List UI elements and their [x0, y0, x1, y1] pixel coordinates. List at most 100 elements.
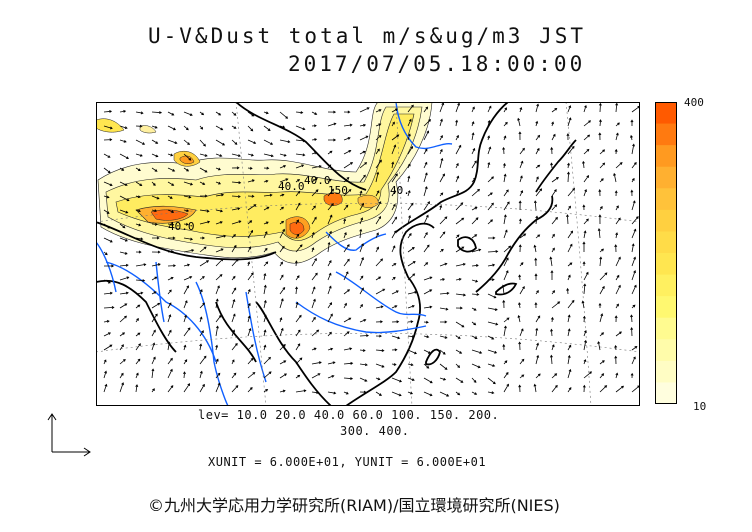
wind-arrow [487, 176, 494, 183]
wind-arrow [455, 162, 459, 169]
wind-arrow [519, 262, 524, 267]
wind-arrow [183, 300, 188, 309]
wind-arrow [471, 248, 482, 253]
wind-arrow [551, 301, 561, 309]
wind-arrow [199, 167, 208, 173]
wind-arrow [471, 321, 477, 326]
wind-arrow [199, 220, 211, 225]
wind-arrow [343, 271, 349, 281]
wind-arrow [518, 302, 521, 309]
colorbar-step [655, 209, 677, 232]
wind-arrow [135, 263, 147, 267]
wind-arrow [359, 275, 364, 281]
wind-arrow [597, 341, 601, 351]
wind-arrow [487, 219, 493, 225]
wind-arrow [567, 328, 571, 337]
wind-arrow [263, 166, 270, 170]
wind-arrow [103, 153, 111, 158]
wind-arrow [503, 371, 509, 379]
wind-arrow [151, 195, 160, 200]
wind-arrow [183, 344, 187, 351]
wind-arrow [423, 289, 433, 295]
wind-arrow [583, 218, 589, 225]
wind-arrow [343, 289, 351, 295]
wind-arrow [551, 290, 556, 295]
wind-arrow [583, 371, 592, 379]
wind-arrow [343, 331, 350, 337]
wind-arrow [455, 202, 464, 211]
wind-arrow [359, 256, 364, 267]
wind-arrow [487, 105, 492, 113]
wind-arrow [598, 188, 602, 197]
wind-arrow [199, 246, 207, 253]
wind-arrow [375, 134, 382, 141]
wind-arrow [327, 272, 332, 281]
wind-arrow [535, 373, 541, 379]
wind-arrow [167, 341, 171, 351]
wind-arrow [583, 359, 587, 365]
wind-arrow [343, 204, 349, 211]
wind-arrow [279, 360, 287, 365]
wind-arrow [104, 264, 115, 268]
wind-arrow [423, 201, 430, 211]
wind-arrow [279, 389, 286, 393]
wind-arrow [359, 377, 368, 382]
wind-arrow [455, 175, 460, 183]
wind-arrow [295, 202, 301, 211]
wind-arrow [247, 111, 255, 117]
wind-arrow [471, 335, 478, 340]
wind-arrow [263, 371, 272, 379]
wind-arrow [550, 270, 554, 280]
wind-arrow [295, 111, 304, 114]
wind-arrow [407, 305, 415, 309]
wind-arrow [375, 109, 382, 113]
wind-arrow [615, 284, 621, 295]
wind-arrow [215, 111, 222, 116]
wind-arrow [533, 383, 537, 393]
wind-arrow [599, 205, 603, 211]
wind-arrow [199, 330, 204, 337]
wind-arrow [263, 388, 269, 393]
wind-arrow [471, 377, 477, 383]
wind-arrow [375, 305, 384, 309]
wind-arrow [103, 332, 112, 337]
wind-arrow [598, 302, 602, 308]
wind-arrow [183, 276, 193, 281]
wind-arrow [615, 256, 621, 267]
wind-arrow [615, 162, 623, 169]
wind-arrow [487, 278, 495, 282]
wind-arrow [615, 303, 619, 309]
wind-arrow [423, 106, 429, 113]
wind-arrow [471, 147, 476, 155]
wind-arrow [391, 348, 398, 352]
wind-arrow [391, 263, 397, 267]
wind-arrow [215, 209, 224, 213]
wind-arrow [295, 244, 303, 253]
wind-arrow [375, 391, 382, 396]
wind-arrow [615, 331, 622, 337]
wind-arrow [263, 314, 267, 323]
wind-arrow [439, 118, 443, 127]
wind-arrow [199, 139, 206, 147]
wind-arrow [103, 237, 113, 243]
wind-arrow [439, 320, 448, 324]
colorbar-step [655, 231, 677, 254]
dust-map: 40.0 40.0 40.0 150 40. [96, 102, 640, 406]
wind-arrow [167, 111, 175, 116]
wind-arrow [295, 139, 306, 143]
wind-arrow [551, 107, 558, 113]
wind-arrow [614, 344, 618, 351]
wind-arrow [295, 219, 299, 225]
wind-arrow [183, 167, 190, 172]
wind-arrow [375, 258, 384, 267]
wind-arrow [151, 313, 158, 323]
wind-arrow [167, 276, 174, 281]
wind-arrow [423, 320, 429, 324]
wind-arrow [119, 315, 127, 323]
wind-arrow [231, 359, 235, 365]
wind-arrow [183, 125, 189, 131]
wind-arrow [439, 335, 448, 339]
wind-arrow [215, 298, 219, 309]
wind-arrow [279, 165, 287, 169]
wind-arrow [503, 325, 507, 337]
